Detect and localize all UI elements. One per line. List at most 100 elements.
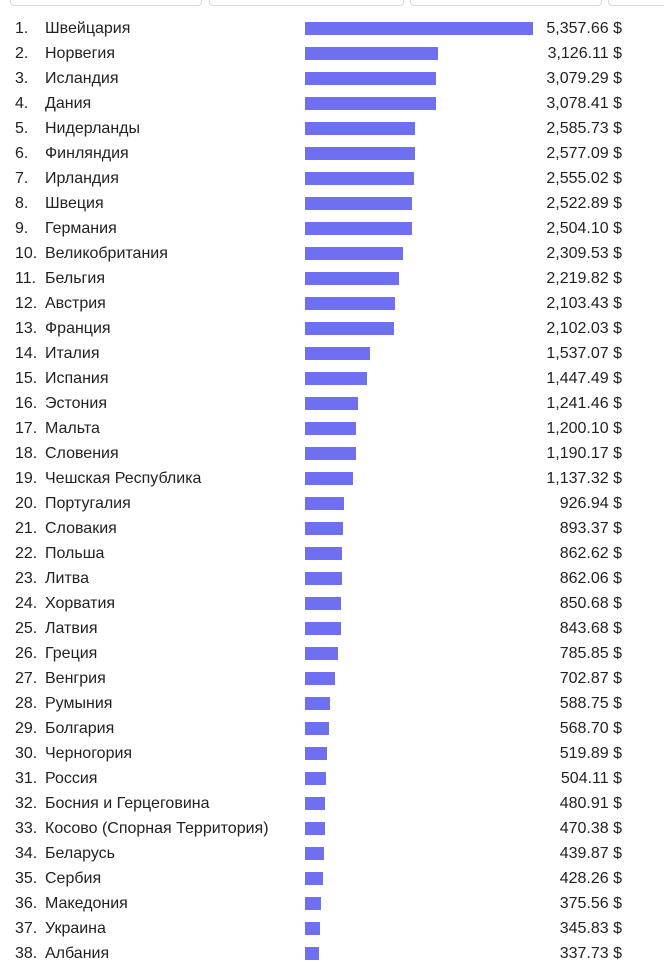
rank-label: 13.: [15, 320, 38, 337]
value-bar: [305, 572, 342, 585]
value-label: 2,585.73 $: [546, 120, 622, 137]
rank-label: 9.: [15, 220, 29, 237]
chart-row: 17. Мальта 1,200.10 $: [0, 416, 664, 441]
country-label: Ирландия: [45, 170, 119, 187]
value-label: 3,078.41 $: [546, 95, 622, 112]
rank-label: 28.: [15, 695, 38, 712]
tab-1[interactable]: [10, 0, 202, 6]
value-bar: [305, 847, 324, 860]
chart-row: 12. Австрия 2,103.43 $: [0, 291, 664, 316]
value-bar: [305, 72, 437, 85]
rank-label: 27.: [15, 670, 38, 687]
value-bar: [305, 447, 356, 460]
chart-row: 15. Испания 1,447.49 $: [0, 366, 664, 391]
value-label: 1,137.32 $: [546, 470, 622, 487]
chart-row: 34. Беларусь 439.87 $: [0, 841, 664, 866]
chart-row: 2. Норвегия 3,126.11 $: [0, 41, 664, 66]
value-bar: [305, 547, 342, 560]
rank-label: 10.: [15, 245, 38, 262]
chart-row: 33. Косово (Спорная Территория) 470.38 $: [0, 816, 664, 841]
chart-row: 37. Украина 345.83 $: [0, 916, 664, 941]
country-label: Эстония: [45, 395, 107, 412]
chart-row: 29. Болгария 568.70 $: [0, 716, 664, 741]
chart-row: 13. Франция 2,102.03 $: [0, 316, 664, 341]
rank-label: 38.: [15, 945, 38, 962]
country-label: Бельгия: [45, 270, 105, 287]
rank-label: 1.: [15, 20, 29, 37]
value-label: 2,522.89 $: [546, 195, 622, 212]
rank-label: 26.: [15, 645, 38, 662]
country-label: Босния и Герцеговина: [45, 795, 210, 812]
country-label: Италия: [45, 345, 100, 362]
chart-row: 6. Финляндия 2,577.09 $: [0, 141, 664, 166]
rank-label: 16.: [15, 395, 38, 412]
value-bar: [305, 472, 354, 485]
country-label: Португалия: [45, 495, 131, 512]
chart-row: 19. Чешская Республика 1,137.32 $: [0, 466, 664, 491]
value-label: 862.62 $: [559, 545, 622, 562]
value-label: 5,357.66 $: [546, 20, 622, 37]
rank-label: 6.: [15, 145, 29, 162]
value-bar: [305, 647, 339, 660]
rank-label: 30.: [15, 745, 38, 762]
value-bar: [305, 372, 367, 385]
value-bar: [305, 222, 412, 235]
value-label: 480.91 $: [559, 795, 622, 812]
chart-row: 20. Португалия 926.94 $: [0, 491, 664, 516]
value-bar: [305, 397, 358, 410]
country-label: Литва: [45, 570, 89, 587]
rank-label: 31.: [15, 770, 38, 787]
country-label: Финляндия: [45, 145, 129, 162]
value-label: 568.70 $: [559, 720, 622, 737]
tab-3[interactable]: [410, 0, 602, 6]
value-label: 926.94 $: [559, 495, 622, 512]
value-label: 470.38 $: [559, 820, 622, 837]
rank-label: 18.: [15, 445, 38, 462]
chart-row: 30. Черногория 519.89 $: [0, 741, 664, 766]
value-label: 428.26 $: [559, 870, 622, 887]
chart-row: 26. Греция 785.85 $: [0, 641, 664, 666]
country-label: Нидерланды: [45, 120, 140, 137]
rank-label: 22.: [15, 545, 38, 562]
value-label: 1,241.46 $: [546, 395, 622, 412]
value-bar: [305, 172, 414, 185]
value-label: 337.73 $: [559, 945, 622, 962]
value-bar: [305, 322, 395, 335]
value-bar: [305, 672, 335, 685]
chart-row: 7. Ирландия 2,555.02 $: [0, 166, 664, 191]
value-bar: [305, 422, 357, 435]
value-bar: [305, 522, 344, 535]
rank-label: 12.: [15, 295, 38, 312]
value-label: 850.68 $: [559, 595, 622, 612]
value-label: 2,577.09 $: [546, 145, 622, 162]
value-label: 588.75 $: [559, 695, 622, 712]
rank-label: 7.: [15, 170, 29, 187]
value-bar: [305, 772, 327, 785]
value-label: 893.37 $: [559, 520, 622, 537]
country-label: Македония: [45, 895, 128, 912]
tab-4[interactable]: [608, 0, 664, 6]
value-label: 2,103.43 $: [546, 295, 622, 312]
country-label: Польша: [45, 545, 105, 562]
country-label: Испания: [45, 370, 109, 387]
chart-row: 23. Литва 862.06 $: [0, 566, 664, 591]
rank-label: 21.: [15, 520, 38, 537]
tab-2[interactable]: [209, 0, 404, 6]
rank-label: 19.: [15, 470, 38, 487]
value-bar: [305, 622, 341, 635]
rank-label: 33.: [15, 820, 38, 837]
ranking-bar-chart: 1. Швейцария 5,357.66 $ 2. Норвегия 3,126.11 …: [0, 16, 664, 966]
value-label: 519.89 $: [559, 745, 622, 762]
rank-label: 4.: [15, 95, 29, 112]
value-label: 3,126.11 $: [547, 45, 622, 62]
country-label: Словакия: [45, 520, 117, 537]
value-bar: [305, 347, 371, 360]
country-label: Швеция: [45, 195, 104, 212]
value-bar: [305, 497, 345, 510]
value-label: 2,309.53 $: [546, 245, 622, 262]
rank-label: 24.: [15, 595, 38, 612]
top-tab-strip: [0, 0, 664, 6]
value-bar: [305, 947, 320, 960]
value-label: 375.56 $: [559, 895, 622, 912]
value-bar: [305, 47, 439, 60]
